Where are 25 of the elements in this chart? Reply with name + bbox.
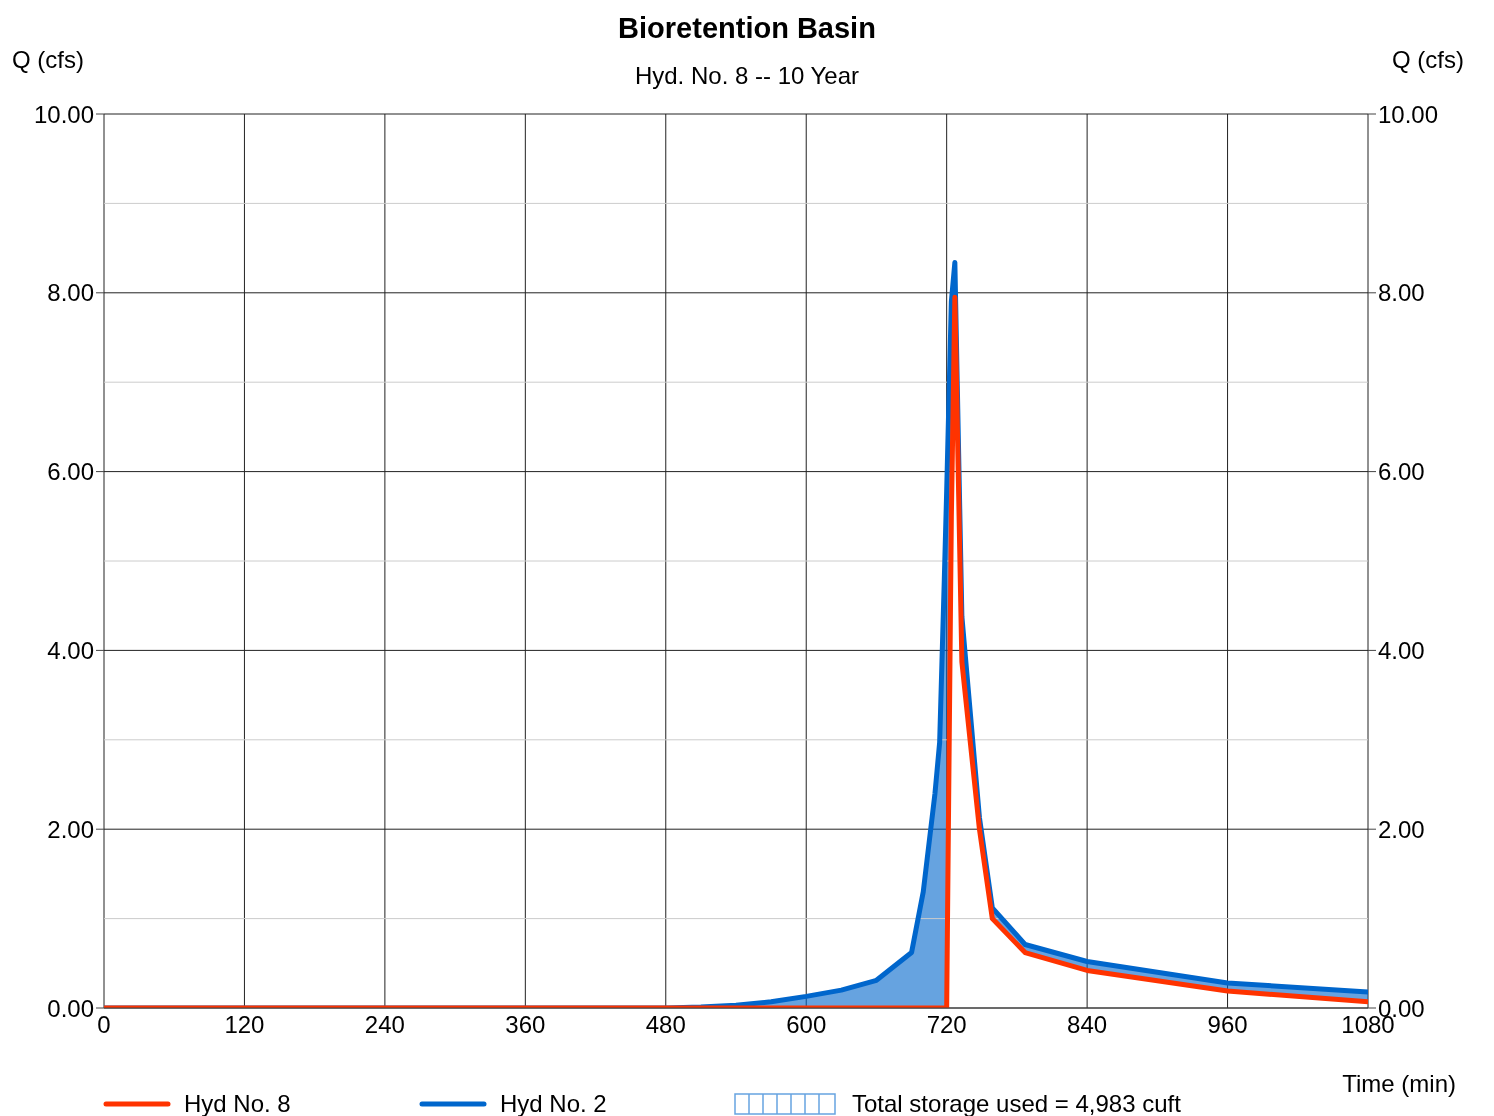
y-tick-label: 2.00 — [47, 815, 94, 843]
y2-axis-title: Q (cfs) — [1392, 46, 1464, 74]
y-tick-label: 6.00 — [47, 458, 94, 486]
y2-tick-label: 6.00 — [1378, 458, 1425, 486]
chart-title: Bioretention Basin — [617, 12, 877, 45]
y-tick-label: 8.00 — [47, 279, 94, 307]
y-tick-label: 4.00 — [47, 636, 94, 664]
y2-tick-label: 10.00 — [1378, 100, 1439, 128]
x-tick-label: 120 — [224, 1011, 265, 1039]
chart-subtitle: Hyd. No. 8 -- 10 Year — [634, 62, 860, 89]
x-tick-label: 960 — [1207, 1011, 1248, 1039]
x-tick-label: 840 — [1067, 1011, 1108, 1039]
y-axis-title: Q (cfs) — [12, 46, 84, 74]
x-tick-label: 720 — [926, 1011, 967, 1039]
x-tick-label: 480 — [645, 1011, 686, 1039]
y2-tick-label: 2.00 — [1378, 815, 1425, 843]
x-tick-label: 240 — [364, 1011, 405, 1039]
x-tick-label: 600 — [786, 1011, 827, 1039]
x-axis-title: Time (min) — [1342, 1070, 1456, 1098]
y-tick-label: 0.00 — [47, 994, 94, 1022]
y2-tick-label: 4.00 — [1378, 636, 1425, 664]
y2-tick-label: 8.00 — [1378, 279, 1425, 307]
x-tick-label: 360 — [505, 1011, 546, 1039]
x-tick-label: 0 — [97, 1011, 111, 1039]
y-tick-label: 10.00 — [33, 100, 94, 128]
